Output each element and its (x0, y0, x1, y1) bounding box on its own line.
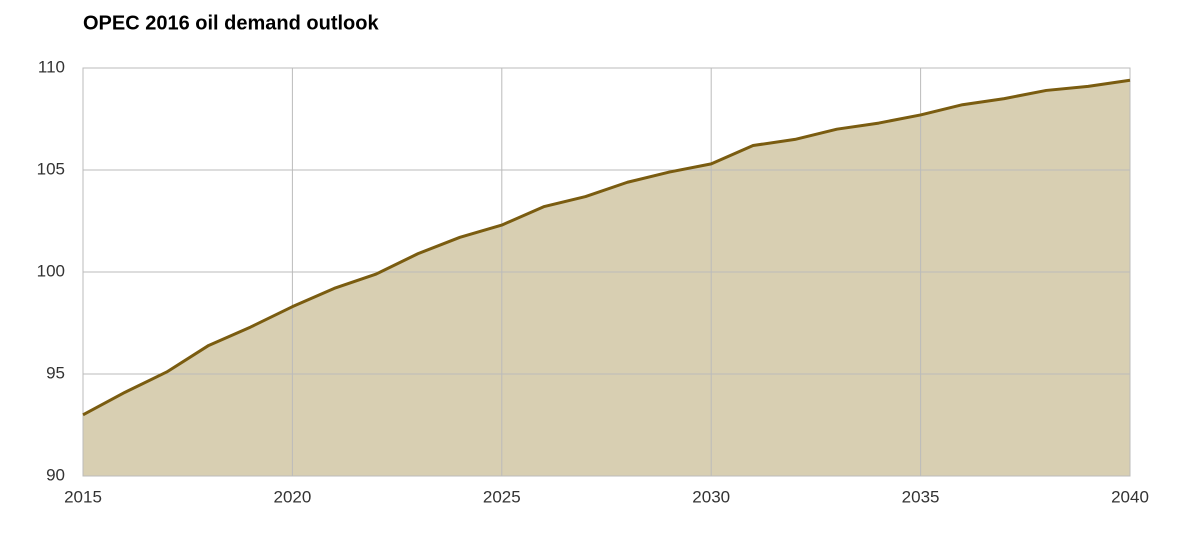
x-tick-label: 2020 (273, 487, 311, 506)
x-tick-label: 2035 (902, 487, 940, 506)
area-fill (83, 80, 1130, 477)
y-tick-label: 110 (38, 57, 65, 76)
x-tick-label: 2030 (692, 487, 730, 506)
chart-title: OPEC 2016 oil demand outlook (83, 12, 379, 34)
y-tick-label: 95 (46, 363, 65, 382)
plot-border (82, 67, 1131, 477)
y-tick-label: 90 (46, 465, 65, 484)
x-tick-label: 2025 (483, 487, 521, 506)
area-line (82, 78, 1131, 417)
x-tick-label: 2040 (1111, 487, 1149, 506)
y-tick-label: 100 (37, 261, 65, 280)
x-tick-label: 2015 (64, 487, 102, 506)
y-tick-label: 105 (37, 159, 65, 178)
